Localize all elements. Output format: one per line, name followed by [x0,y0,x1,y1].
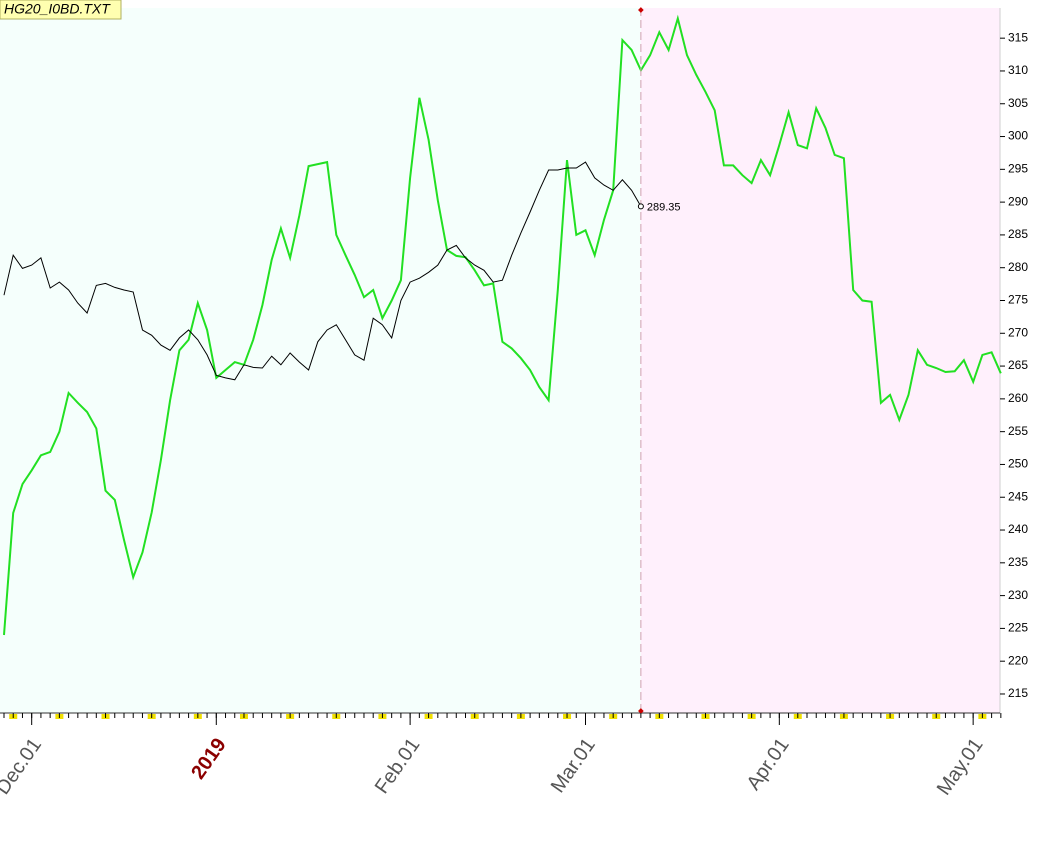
title-box [0,0,122,20]
y-tick-label: 310 [1008,63,1028,77]
y-tick-label: 230 [1008,588,1028,602]
plot [3,14,1002,636]
y-tick-label: 275 [1008,293,1028,307]
split-marker [638,708,644,714]
y-tick-label: 285 [1008,227,1028,241]
y-tick-label: 290 [1008,194,1028,208]
y-tick-label: 260 [1008,391,1028,405]
y-tick-label: 300 [1008,129,1028,143]
history-background [0,8,641,713]
x-tick-label: Apr.01 [743,734,794,794]
y-tick-label: 295 [1008,162,1028,176]
y-tick-label: 225 [1008,621,1028,635]
series-line [3,161,642,381]
forecast-background [640,8,1000,713]
split-marker [638,7,644,13]
y-tick-label: 315 [1008,30,1028,44]
x-tick-label: Mar.01 [547,734,600,797]
y-tick-label: 240 [1008,522,1028,536]
x-tick-label: 2019 [187,734,231,783]
last-point [637,203,644,210]
y-tick-label: 305 [1008,96,1028,110]
x-tick-label: Feb.01 [371,734,425,798]
y-tick-label: 215 [1008,686,1028,700]
last-value-label: 289.35 [647,201,681,213]
y-tick-label: 220 [1008,653,1028,667]
y-tick-label: 265 [1008,358,1028,372]
y-tick-label: 280 [1008,260,1028,274]
x-tick-label: Dec.01 [0,734,46,799]
series-line [3,14,1002,636]
y-tick-label: 270 [1008,325,1028,339]
y-tick-label: 245 [1008,489,1028,503]
x-tick-label: May.01 [933,734,988,799]
y-tick-label: 250 [1008,457,1028,471]
y-tick-label: 235 [1008,555,1028,569]
y-tick-label: 255 [1008,424,1028,438]
chart-title: HG20_I0BD.TXT [4,1,111,17]
